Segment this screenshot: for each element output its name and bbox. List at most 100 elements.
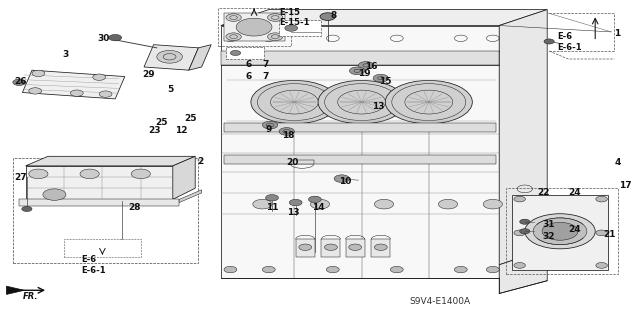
Circle shape <box>596 230 607 236</box>
Polygon shape <box>26 156 195 166</box>
Polygon shape <box>221 10 547 26</box>
Text: 11: 11 <box>266 203 278 212</box>
Text: 25: 25 <box>156 118 168 127</box>
Circle shape <box>299 244 312 250</box>
Bar <box>279 20 321 36</box>
Circle shape <box>525 214 595 249</box>
Text: 13: 13 <box>372 102 385 111</box>
Circle shape <box>438 199 458 209</box>
Circle shape <box>514 230 525 236</box>
Circle shape <box>80 169 99 179</box>
Circle shape <box>320 13 335 20</box>
Text: 5: 5 <box>168 85 174 94</box>
Circle shape <box>13 79 26 85</box>
Bar <box>64 239 141 257</box>
Bar <box>226 47 264 59</box>
Circle shape <box>262 266 275 273</box>
Text: 7: 7 <box>262 72 269 81</box>
Polygon shape <box>6 286 24 294</box>
Circle shape <box>279 128 294 135</box>
Polygon shape <box>346 239 365 257</box>
Circle shape <box>43 189 66 200</box>
Circle shape <box>236 18 272 36</box>
Circle shape <box>251 80 338 124</box>
Text: 24: 24 <box>568 225 581 234</box>
Text: E-6-1: E-6-1 <box>81 266 106 275</box>
Polygon shape <box>512 195 608 270</box>
Circle shape <box>486 266 499 273</box>
Circle shape <box>326 266 339 273</box>
Circle shape <box>483 199 502 209</box>
Circle shape <box>289 199 302 206</box>
Circle shape <box>385 80 472 124</box>
Circle shape <box>157 50 182 63</box>
Polygon shape <box>221 51 499 65</box>
Circle shape <box>266 195 278 201</box>
Text: 25: 25 <box>184 114 197 122</box>
Text: 21: 21 <box>603 230 616 239</box>
Circle shape <box>116 240 127 245</box>
Text: 23: 23 <box>148 126 161 135</box>
Circle shape <box>29 88 42 94</box>
Text: 12: 12 <box>175 126 188 135</box>
Circle shape <box>32 70 45 77</box>
Circle shape <box>520 229 530 234</box>
Circle shape <box>230 50 241 56</box>
Text: 7: 7 <box>262 60 269 69</box>
Text: 17: 17 <box>620 181 632 189</box>
Circle shape <box>93 74 106 80</box>
Circle shape <box>324 244 337 250</box>
Text: 4: 4 <box>614 158 621 167</box>
Circle shape <box>514 263 525 268</box>
Text: 18: 18 <box>282 131 294 140</box>
Circle shape <box>544 39 554 44</box>
Circle shape <box>374 199 394 209</box>
Polygon shape <box>22 70 125 99</box>
Circle shape <box>596 263 607 268</box>
Polygon shape <box>144 45 198 70</box>
Text: 16: 16 <box>365 63 378 71</box>
Text: 29: 29 <box>142 70 155 78</box>
Text: 22: 22 <box>538 189 550 197</box>
Circle shape <box>22 206 32 211</box>
Circle shape <box>29 169 48 179</box>
Text: 26: 26 <box>14 77 27 86</box>
Bar <box>13 158 198 263</box>
Text: 14: 14 <box>312 203 325 212</box>
Polygon shape <box>296 239 315 257</box>
Circle shape <box>349 244 362 250</box>
Circle shape <box>99 91 112 97</box>
Text: 1: 1 <box>614 29 621 38</box>
Text: 8: 8 <box>330 11 337 20</box>
Circle shape <box>520 219 530 224</box>
Circle shape <box>109 34 122 41</box>
Text: S9V4-E1400A: S9V4-E1400A <box>410 297 471 306</box>
Polygon shape <box>26 166 173 199</box>
Circle shape <box>373 74 388 82</box>
Circle shape <box>514 196 525 202</box>
Text: 13: 13 <box>287 208 300 217</box>
Circle shape <box>390 266 403 273</box>
Polygon shape <box>499 249 547 293</box>
Polygon shape <box>291 160 314 164</box>
Polygon shape <box>321 239 340 257</box>
Circle shape <box>334 175 349 182</box>
Text: 15: 15 <box>380 77 392 86</box>
Text: 32: 32 <box>543 232 556 241</box>
Circle shape <box>268 14 283 21</box>
Polygon shape <box>224 123 496 132</box>
Circle shape <box>308 196 321 203</box>
Text: 28: 28 <box>128 203 141 212</box>
Polygon shape <box>179 190 202 203</box>
Text: 3: 3 <box>63 50 69 59</box>
Circle shape <box>542 222 578 240</box>
Text: 6: 6 <box>246 60 252 69</box>
Text: 20: 20 <box>287 158 299 167</box>
Polygon shape <box>189 45 211 70</box>
Text: 30: 30 <box>97 34 109 43</box>
Polygon shape <box>499 10 547 265</box>
Text: 27: 27 <box>14 173 27 182</box>
Circle shape <box>285 25 298 31</box>
Circle shape <box>374 244 387 250</box>
Text: E-6: E-6 <box>81 256 97 264</box>
